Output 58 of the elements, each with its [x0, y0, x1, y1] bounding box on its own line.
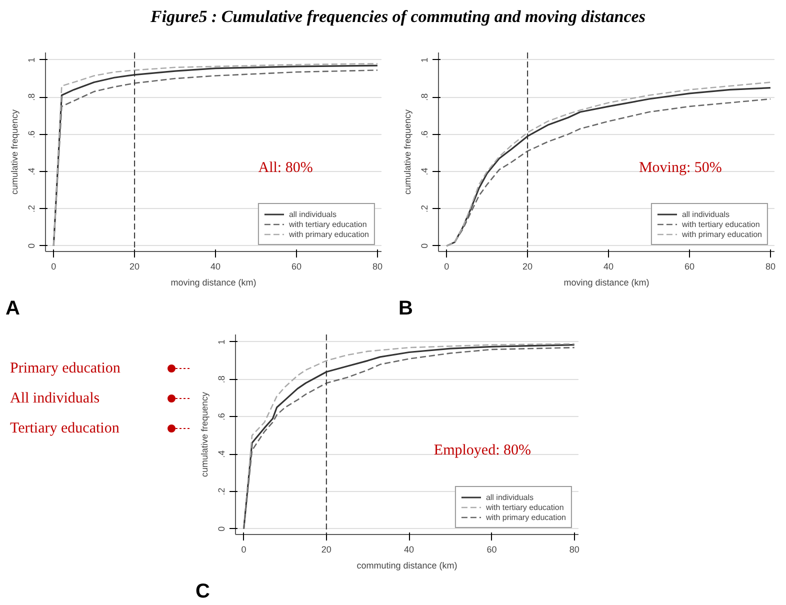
annotation: Moving: 50%	[638, 160, 722, 176]
legend-label: all individuals	[682, 209, 730, 219]
x-axis-title: moving distance (km)	[170, 278, 256, 288]
x-tick-label: 20	[522, 262, 533, 272]
y-tick-label: 1	[420, 57, 430, 62]
y-tick-label: .2	[420, 204, 430, 212]
x-tick-label: 80	[372, 262, 382, 272]
x-tick-label: 40	[210, 262, 221, 272]
y-tick-label: .8	[26, 93, 36, 101]
y-tick-label: .2	[216, 488, 226, 496]
x-tick-label: 0	[241, 544, 246, 554]
text: All individuals	[10, 390, 100, 406]
y-tick-label: .8	[216, 376, 226, 384]
legend-label: with primary education	[288, 229, 369, 239]
text: A	[6, 298, 20, 320]
y-tick-label: .6	[26, 130, 36, 138]
text: Tertiary education	[10, 420, 120, 436]
legend-label: with tertiary education	[486, 502, 564, 512]
legend-label: all individuals	[288, 209, 337, 219]
legend-label: with primary education	[682, 229, 762, 239]
legend-label: all individuals	[486, 492, 534, 502]
y-axis-title: cumulative frequency	[10, 108, 20, 195]
y-tick-label: 0	[216, 526, 226, 532]
y-tick-label: .2	[26, 204, 36, 212]
text: Primary education	[10, 360, 121, 376]
legend-label: with tertiary education	[682, 219, 760, 229]
x-tick-label: 80	[765, 262, 776, 272]
y-tick-label: .4	[420, 168, 430, 176]
annotation: Employed: 80%	[434, 442, 532, 458]
x-tick-label: 60	[684, 262, 694, 272]
text: C	[196, 580, 210, 602]
y-tick-label: .8	[420, 93, 430, 101]
legend-label: with primary education	[486, 512, 566, 522]
y-tick-label: 1	[216, 339, 226, 344]
x-tick-label: 40	[604, 262, 614, 272]
y-axis-title: cumulative frequency	[200, 391, 210, 478]
legend-label: with tertiary education	[288, 219, 367, 229]
y-tick-label: .6	[216, 412, 226, 420]
x-axis-title: commuting distance (km)	[356, 560, 458, 570]
x-tick-label: 0	[444, 262, 450, 272]
text: B	[398, 298, 413, 320]
y-tick-label: 0	[420, 243, 430, 248]
x-tick-label: 60	[486, 544, 497, 554]
y-tick-label: 0	[26, 243, 36, 248]
x-tick-label: 40	[404, 544, 414, 554]
y-tick-label: .4	[26, 168, 36, 176]
x-tick-label: 20	[130, 262, 140, 272]
x-tick-label: 60	[291, 262, 302, 272]
chart-title: Figure5 : Cumulative frequencies of commuting and moving distances	[150, 6, 646, 28]
annotation: All: 80%	[258, 160, 313, 176]
x-tick-label: 0	[51, 262, 56, 272]
y-tick-label: .4	[216, 450, 226, 458]
y-tick-label: .6	[420, 130, 430, 138]
y-axis-title: cumulative frequency	[402, 108, 412, 195]
y-tick-label: 1	[26, 57, 36, 62]
x-axis-title: moving distance (km)	[564, 278, 650, 288]
x-tick-label: 20	[321, 544, 332, 554]
x-tick-label: 80	[569, 544, 580, 554]
